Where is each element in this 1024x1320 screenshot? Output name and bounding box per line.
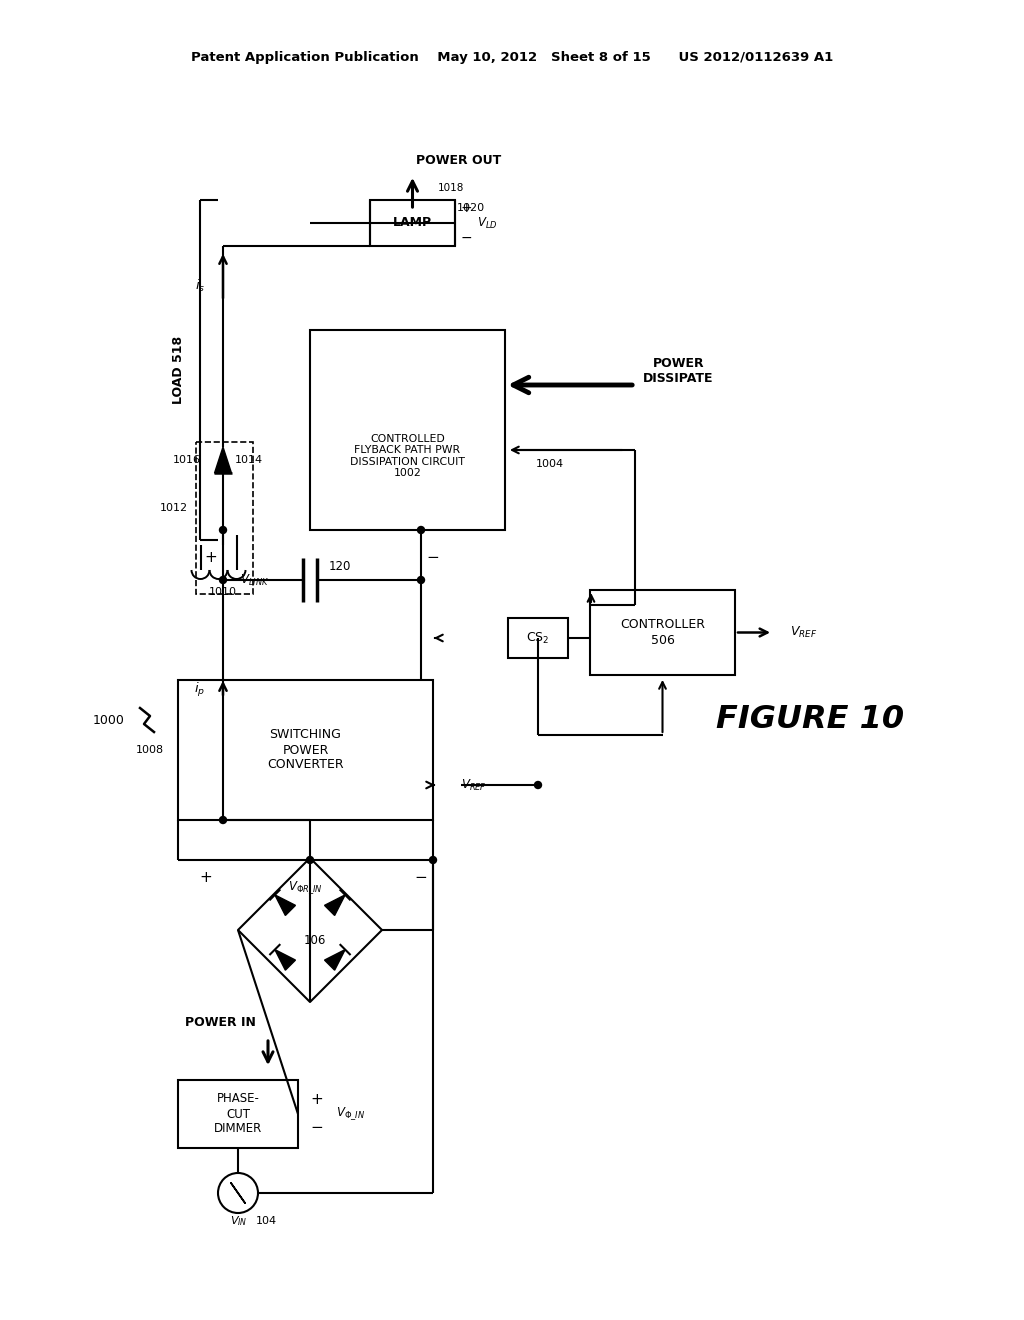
Text: 1018: 1018 [438, 183, 464, 193]
Text: 1000: 1000 [93, 714, 125, 726]
Text: $V_{IN}$: $V_{IN}$ [230, 1214, 248, 1228]
Text: PHASE-
CUT
DIMMER: PHASE- CUT DIMMER [214, 1093, 262, 1135]
Text: CONTROLLED
FLYBACK PATH PWR
DISSIPATION CIRCUIT
1002: CONTROLLED FLYBACK PATH PWR DISSIPATION … [350, 433, 465, 478]
Bar [178, 1080, 298, 1148]
Text: $V_{REF}$: $V_{REF}$ [790, 624, 817, 640]
Text: +: + [310, 1093, 323, 1107]
Text: FIGURE 10: FIGURE 10 [716, 705, 904, 735]
Text: −: − [415, 870, 427, 886]
Circle shape [219, 817, 226, 824]
Text: 1020: 1020 [457, 203, 485, 213]
Circle shape [418, 577, 425, 583]
Text: 104: 104 [256, 1216, 278, 1226]
Text: $V_{LD}$: $V_{LD}$ [477, 215, 498, 231]
Text: 106: 106 [304, 933, 327, 946]
Polygon shape [274, 949, 296, 970]
Circle shape [418, 527, 425, 533]
Circle shape [306, 857, 313, 863]
Text: −: − [461, 231, 473, 246]
Text: 1010: 1010 [209, 587, 237, 597]
Polygon shape [325, 949, 345, 970]
Text: 1012: 1012 [160, 503, 188, 513]
Text: +: + [205, 550, 217, 565]
Circle shape [535, 781, 542, 788]
Bar [310, 330, 505, 531]
Text: 1014: 1014 [234, 455, 263, 465]
Text: $V_{\Phi\_IN}$: $V_{\Phi\_IN}$ [336, 1106, 365, 1122]
Text: −: − [427, 550, 439, 565]
Text: POWER IN: POWER IN [185, 1015, 256, 1028]
Circle shape [219, 577, 226, 583]
Text: 1008: 1008 [136, 744, 164, 755]
Text: +: + [461, 201, 473, 215]
Polygon shape [274, 895, 296, 916]
Circle shape [429, 857, 436, 863]
Text: −: − [310, 1121, 323, 1135]
Text: LOAD 518: LOAD 518 [171, 335, 184, 404]
Bar [196, 442, 253, 594]
Text: CONTROLLER
506: CONTROLLER 506 [620, 619, 705, 647]
Circle shape [219, 527, 226, 533]
Text: LAMP: LAMP [393, 216, 432, 230]
Text: 1004: 1004 [536, 459, 564, 469]
Circle shape [218, 1173, 258, 1213]
Text: CS$_2$: CS$_2$ [526, 631, 550, 645]
Polygon shape [325, 895, 345, 916]
Text: Patent Application Publication    May 10, 2012   Sheet 8 of 15      US 2012/0112: Patent Application Publication May 10, 2… [190, 51, 834, 65]
Bar [178, 680, 433, 820]
Text: 120: 120 [329, 560, 351, 573]
Bar [508, 618, 568, 657]
Text: $V_{LINK}$: $V_{LINK}$ [241, 573, 269, 587]
Text: $i_p$: $i_p$ [194, 681, 205, 700]
Text: $V_{REF}$: $V_{REF}$ [461, 777, 486, 792]
Bar [370, 201, 455, 246]
Text: POWER
DISSIPATE: POWER DISSIPATE [643, 356, 714, 385]
Text: $V_{\Phi R\_IN}$: $V_{\Phi R\_IN}$ [288, 879, 323, 896]
Text: SWITCHING
POWER
CONVERTER: SWITCHING POWER CONVERTER [267, 729, 344, 771]
Bar [590, 590, 735, 675]
Text: POWER OUT: POWER OUT [417, 153, 502, 166]
Text: +: + [200, 870, 212, 886]
Text: $i_s$: $i_s$ [195, 279, 205, 294]
Text: 1016: 1016 [173, 455, 201, 465]
Polygon shape [215, 447, 231, 473]
